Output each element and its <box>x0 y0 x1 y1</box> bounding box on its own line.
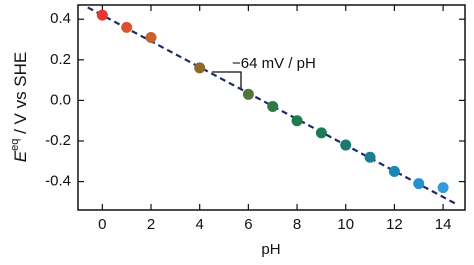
y-axis-label: Eeq / V vs SHE <box>9 52 31 163</box>
x-tick-label: 10 <box>337 216 354 233</box>
y-label-superscript: eq <box>9 139 21 151</box>
data-point <box>291 115 303 127</box>
data-point <box>194 62 206 74</box>
y-label-text: / V vs SHE <box>11 52 30 139</box>
x-tick-label: 14 <box>435 216 452 233</box>
y-tick-label: 0.0 <box>50 91 71 108</box>
plot-frame <box>77 4 466 211</box>
x-tick-label: 6 <box>244 216 252 233</box>
y-tick-label: 0.4 <box>50 10 71 27</box>
x-tick-label: 2 <box>147 216 155 233</box>
x-axis-label: pH <box>261 241 280 258</box>
y-label-symbol: E <box>11 150 30 162</box>
y-tick-label: -0.4 <box>45 173 71 190</box>
y-tick-label: 0.2 <box>50 51 71 68</box>
data-point <box>437 182 449 194</box>
x-tick-label: 0 <box>98 216 106 233</box>
data-point <box>96 9 108 21</box>
data-point <box>267 100 279 112</box>
annotation: −64 mV / pH <box>232 55 316 72</box>
y-tick-label: -0.2 <box>45 132 71 149</box>
data-point <box>413 178 425 190</box>
data-point <box>121 21 133 33</box>
data-point <box>388 165 400 177</box>
x-tick-label: 12 <box>386 216 403 233</box>
x-tick-label: 8 <box>293 216 301 233</box>
slope-bracket <box>212 71 242 90</box>
data-point <box>315 127 327 139</box>
data-point <box>340 139 352 151</box>
data-point <box>242 88 254 100</box>
data-point <box>364 151 376 163</box>
x-tick-label: 4 <box>196 216 204 233</box>
data-point <box>145 31 157 43</box>
